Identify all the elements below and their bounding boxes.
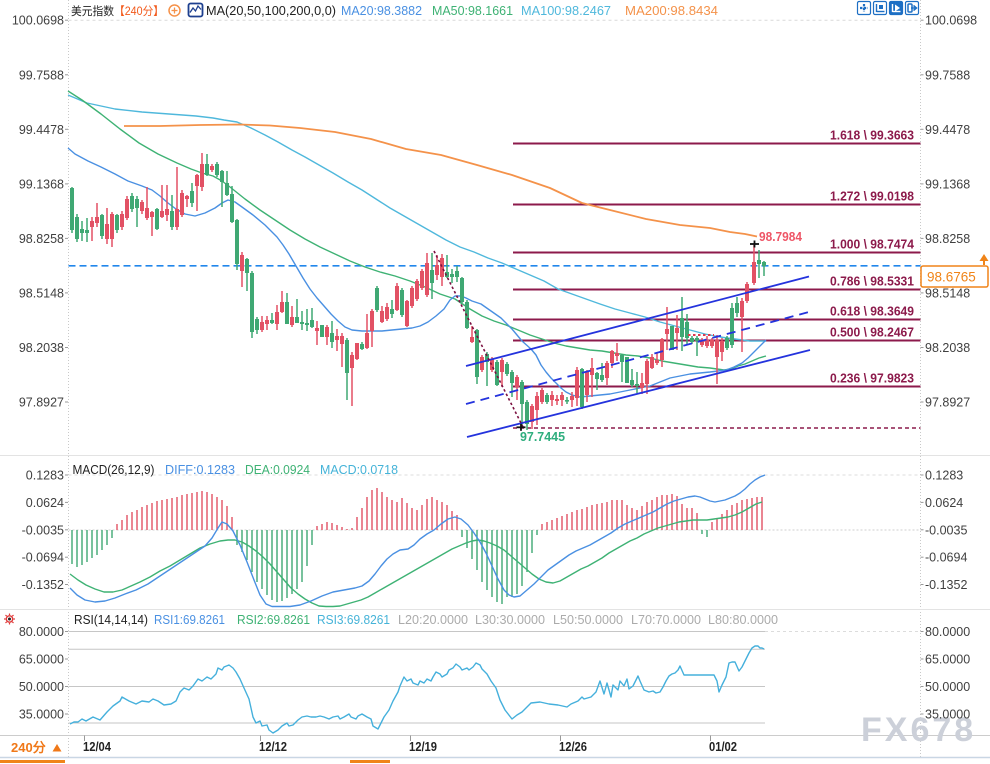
svg-text:65.0000: 65.0000 <box>925 653 970 667</box>
svg-text:-0.1352: -0.1352 <box>925 578 967 592</box>
svg-text:98.2038: 98.2038 <box>19 341 64 355</box>
svg-text:MA200:98.8434: MA200:98.8434 <box>625 4 718 18</box>
svg-text:35.0000: 35.0000 <box>19 708 64 722</box>
svg-text:L30:30.0000: L30:30.0000 <box>475 613 545 627</box>
svg-text:99.1368: 99.1368 <box>19 177 64 191</box>
svg-text:100.0698: 100.0698 <box>12 14 64 28</box>
svg-text:0.786 \ 98.5331: 0.786 \ 98.5331 <box>830 275 914 289</box>
svg-text:L80:80.0000: L80:80.0000 <box>708 613 778 627</box>
svg-text:-0.1352: -0.1352 <box>22 578 64 592</box>
svg-text:99.4478: 99.4478 <box>19 123 64 137</box>
svg-text:-0.0035: -0.0035 <box>22 523 64 537</box>
svg-text:0.0624: 0.0624 <box>26 496 64 510</box>
svg-text:35.0000: 35.0000 <box>925 708 970 722</box>
svg-text:99.1368: 99.1368 <box>925 177 970 191</box>
svg-text:100.0698: 100.0698 <box>925 14 977 28</box>
svg-text:98.7984: 98.7984 <box>759 230 802 244</box>
svg-text:99.4478: 99.4478 <box>925 123 970 137</box>
svg-text:99.7588: 99.7588 <box>19 68 64 82</box>
svg-text:0.0624: 0.0624 <box>925 496 963 510</box>
svg-text:99.7588: 99.7588 <box>925 68 970 82</box>
svg-text:RSI(14,14,14): RSI(14,14,14) <box>74 613 148 627</box>
svg-text:0.1283: 0.1283 <box>925 469 963 483</box>
svg-text:98.8258: 98.8258 <box>19 232 64 246</box>
svg-text:12/26: 12/26 <box>559 740 587 754</box>
svg-text:240分: 240分 <box>11 740 46 755</box>
svg-text:-0.0035: -0.0035 <box>925 523 967 537</box>
svg-text:MA20:98.3882: MA20:98.3882 <box>341 4 422 18</box>
svg-text:97.8927: 97.8927 <box>19 396 64 410</box>
svg-text:1.618 \ 99.3663: 1.618 \ 99.3663 <box>830 129 914 143</box>
svg-text:1.000 \ 98.7474: 1.000 \ 98.7474 <box>830 238 914 252</box>
svg-text:L70:70.0000: L70:70.0000 <box>631 613 701 627</box>
svg-text:RSI3:69.8261: RSI3:69.8261 <box>317 613 390 627</box>
svg-text:MACD:0.0718: MACD:0.0718 <box>320 463 398 477</box>
svg-text:98.6765: 98.6765 <box>927 270 976 285</box>
svg-text:01/02: 01/02 <box>709 740 737 754</box>
svg-text:MA100:98.2467: MA100:98.2467 <box>521 4 611 18</box>
svg-text:0.1283: 0.1283 <box>26 469 64 483</box>
svg-text:DIFF:0.1283: DIFF:0.1283 <box>165 463 235 477</box>
svg-text:L50:50.0000: L50:50.0000 <box>553 613 623 627</box>
svg-text:MA50:98.1661: MA50:98.1661 <box>432 4 513 18</box>
svg-text:65.0000: 65.0000 <box>19 653 64 667</box>
svg-text:80.0000: 80.0000 <box>19 625 64 639</box>
svg-text:DEA:0.0924: DEA:0.0924 <box>245 463 310 477</box>
svg-text:1.272 \ 99.0198: 1.272 \ 99.0198 <box>830 190 914 204</box>
svg-text:美元指数: 美元指数 <box>71 4 114 18</box>
svg-text:80.0000: 80.0000 <box>925 625 970 639</box>
svg-text:12/19: 12/19 <box>409 740 437 754</box>
svg-text:-0.0694: -0.0694 <box>925 551 967 565</box>
svg-text:0.500 \ 98.2467: 0.500 \ 98.2467 <box>830 326 914 340</box>
svg-text:0.618 \ 98.3649: 0.618 \ 98.3649 <box>830 305 914 319</box>
svg-text:-0.0694: -0.0694 <box>22 551 64 565</box>
svg-text:98.5148: 98.5148 <box>19 286 64 300</box>
svg-text:MACD(26,12,9): MACD(26,12,9) <box>73 463 155 477</box>
svg-text:98.8258: 98.8258 <box>925 232 970 246</box>
svg-text:50.0000: 50.0000 <box>19 680 64 694</box>
svg-text:RSI2:69.8261: RSI2:69.8261 <box>237 613 310 627</box>
svg-text:RSI1:69.8261: RSI1:69.8261 <box>154 613 225 627</box>
svg-text:FX678: FX678 <box>861 711 976 749</box>
svg-text:97.7445: 97.7445 <box>520 429 565 444</box>
svg-text:12/04: 12/04 <box>83 740 111 754</box>
svg-text:0.236 \ 97.9823: 0.236 \ 97.9823 <box>830 372 914 386</box>
svg-text:L20:20.0000: L20:20.0000 <box>398 613 468 627</box>
svg-text:【240分】: 【240分】 <box>114 5 164 18</box>
svg-text:12/12: 12/12 <box>259 740 287 754</box>
svg-text:98.5148: 98.5148 <box>925 286 970 300</box>
svg-text:98.2038: 98.2038 <box>925 341 970 355</box>
svg-text:MA(20,50,100,200,0,0): MA(20,50,100,200,0,0) <box>206 4 336 18</box>
svg-text:50.0000: 50.0000 <box>925 680 970 694</box>
svg-text:97.8927: 97.8927 <box>925 396 970 410</box>
